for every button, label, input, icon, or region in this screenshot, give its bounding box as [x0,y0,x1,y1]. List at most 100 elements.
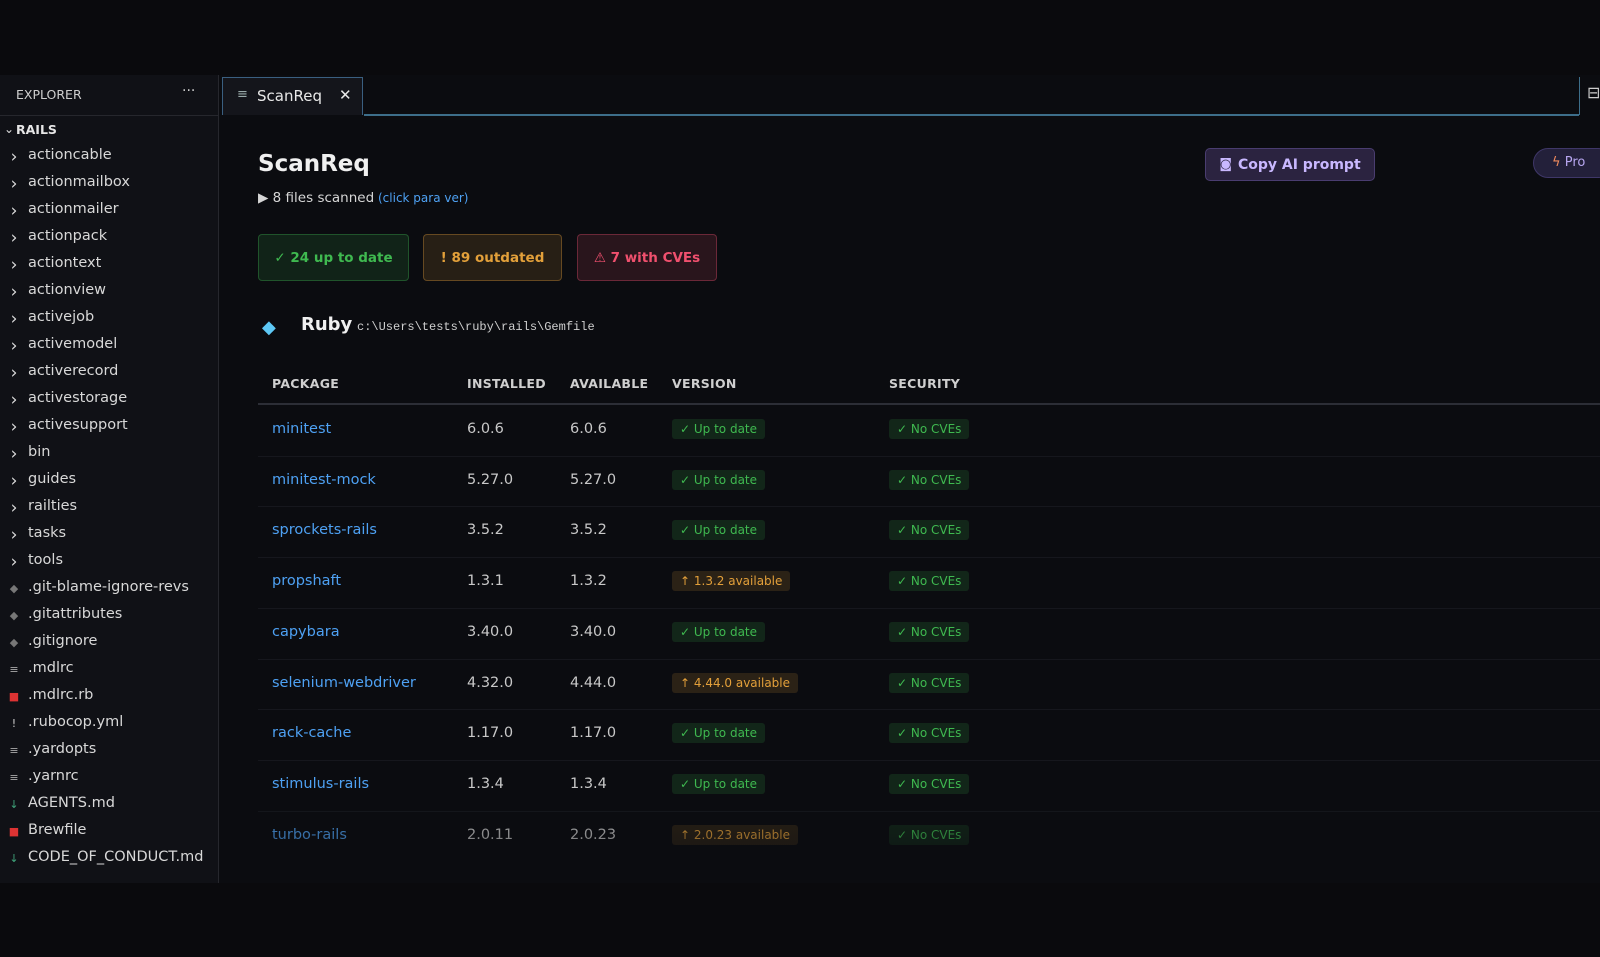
file-item[interactable]: AGENTS.md [28,795,115,811]
item-icon: › [10,525,18,545]
item-icon: ≡ [9,744,19,757]
tab-icon: ≡ [237,87,248,102]
item-icon: › [10,444,18,464]
available-version: 4.44.0 [570,674,617,691]
file-item[interactable]: guides [28,471,77,487]
package-name[interactable]: minitest-mock [272,471,376,488]
item-icon: › [10,552,18,572]
pro-button[interactable]: ϟ Pro [1533,148,1600,178]
file-item[interactable]: .yarnrc [28,768,79,784]
file-item[interactable]: railties [28,498,78,514]
section-path: c:\Users\tests\ruby\rails\Gemfile [357,320,595,334]
file-item[interactable]: bin [28,444,51,460]
file-item[interactable]: .gitignore [28,633,98,649]
package-name[interactable]: selenium-webdriver [272,674,416,691]
installed-version: 1.3.4 [467,775,504,792]
column-header: VERSION [672,376,737,391]
tab-bar-line [364,114,1579,116]
file-item[interactable]: actionview [28,282,107,298]
security-badge: ✓ No CVEs [889,571,970,592]
file-item[interactable]: activemodel [28,336,118,352]
item-icon: › [10,363,18,383]
installed-version: 1.17.0 [467,725,514,742]
package-name[interactable]: stimulus-rails [272,775,370,792]
tab[interactable]: ≡ ScanReq ✕ [222,77,363,115]
item-icon: › [10,336,18,356]
item-icon: ≡ [9,663,19,676]
file-item[interactable]: .gitattributes [28,606,123,622]
item-icon: › [10,417,18,437]
package-name[interactable]: propshaft [272,573,342,590]
item-icon: ◆ [9,582,19,595]
file-item[interactable]: activerecord [28,363,119,379]
package-name[interactable]: minitest [272,421,332,437]
file-item[interactable]: tools [28,552,64,568]
installed-version: 6.0.6 [467,421,504,437]
file-item[interactable]: .git-blame-ignore-revs [28,579,189,595]
file-item[interactable]: .mdlrc [28,660,74,676]
root-folder[interactable]: RAILS [16,122,57,137]
security-badge: ✓ No CVEs [889,773,970,794]
summary-badge[interactable]: ✓ 24 up to date [258,234,409,281]
file-item[interactable]: tasks [28,525,67,541]
robot-icon: ◙ [1219,157,1232,172]
summary-badge[interactable]: ⚠ 7 with CVEs [577,234,717,281]
version-badge: ✓ Up to date [672,419,766,439]
file-item[interactable]: activesupport [28,417,128,433]
file-item[interactable]: .yardopts [28,741,97,757]
page-title: ScanReq [258,151,370,177]
version-badge: ✓ Up to date [672,520,766,541]
ruby-gem-icon: ◆ [262,317,276,338]
available-version: 5.27.0 [570,471,617,488]
item-icon: › [10,255,18,275]
tab-label: ScanReq [257,87,322,105]
file-item[interactable]: activejob [28,309,95,325]
explorer: EXPLORER ··· ⌄ RAILS › actioncable › action… [0,75,219,883]
version-badge: ✓ Up to date [672,773,766,794]
chevron: ⌄ [4,122,15,136]
summary-badge[interactable]: ! 89 outdated [423,234,562,281]
item-icon: ↓ [9,852,19,865]
available-version: 1.17.0 [570,725,617,742]
security-badge: ✓ No CVEs [889,520,970,541]
file-item[interactable]: actionpack [28,228,108,244]
bolt-icon: ϟ [1552,155,1561,170]
file-item[interactable]: CODE_OF_CONDUCT.md [28,849,204,865]
explorer-title: EXPLORER [16,87,82,102]
security-badge: ✓ No CVEs [889,419,970,439]
item-icon: › [10,201,18,221]
package-name[interactable]: sprockets-rails [272,522,377,539]
installed-version: 3.5.2 [467,522,504,539]
tab-close[interactable]: ✕ [339,86,352,104]
available-version: 3.40.0 [570,623,617,640]
package-name[interactable]: capybara [272,623,340,640]
file-item[interactable]: activestorage [28,390,128,406]
item-icon: › [10,147,18,167]
version-badge: ↑ 4.44.0 available [672,672,799,693]
file-item[interactable]: .rubocop.yml [28,714,124,730]
file-item[interactable]: actionmailer [28,201,119,217]
file-item[interactable]: Brewfile [28,822,87,838]
split-icon[interactable]: ⊟ [1587,83,1600,102]
column-header: INSTALLED [467,376,546,391]
scanned-link[interactable]: (click para ver) [378,191,469,205]
item-icon: › [10,390,18,410]
file-item[interactable]: actionmailbox [28,174,130,190]
version-badge: ✓ Up to date [672,469,766,490]
file-item[interactable]: .mdlrc.rb [28,687,94,703]
row-rule [258,759,1600,761]
package-name[interactable]: rack-cache [272,725,352,742]
file-item[interactable]: actioncable [28,147,112,163]
scanned-toggle[interactable]: ▶ 8 files scanned [258,190,375,206]
copy-ai-button[interactable]: ◙ Copy AI prompt [1205,148,1375,181]
version-badge: ✓ Up to date [672,723,766,744]
more-button[interactable]: ··· [182,83,196,99]
item-icon: ! [11,717,17,730]
file-item[interactable]: actiontext [28,255,102,271]
available-version: 1.3.2 [570,573,607,590]
item-icon: › [10,309,18,329]
item-icon: ■ [8,690,20,703]
item-icon: › [10,498,18,518]
